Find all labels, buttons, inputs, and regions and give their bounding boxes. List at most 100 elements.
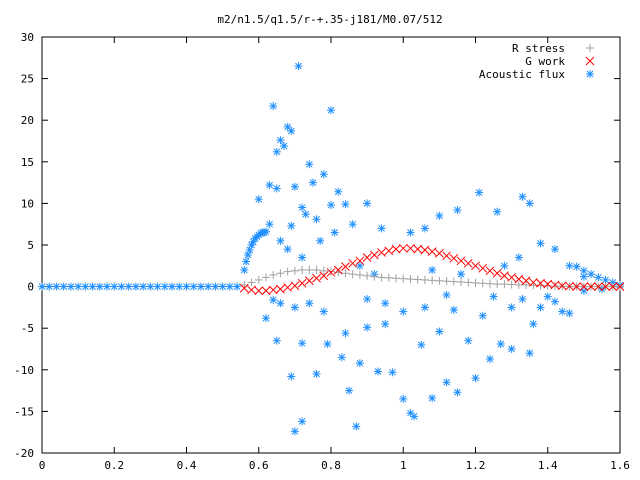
data-point [254,195,263,204]
data-point [435,276,444,285]
x-tick-label: 0.4 [177,459,197,472]
data-point [254,286,264,296]
data-point [298,417,307,426]
data-point [287,221,296,230]
data-point [341,329,350,338]
data-point [558,307,567,316]
data-point [478,279,487,288]
data-point [500,261,509,270]
y-tick-label: -5 [21,322,34,335]
plot-area [38,62,625,436]
x-tick-label: 0.8 [321,459,341,472]
data-point [363,295,372,304]
data-point [478,311,487,320]
chart-title: m2/n1.5/q1.5/r-+.35-j181/M0.07/512 [217,13,442,26]
x-tick-label: 0.2 [104,459,124,472]
data-point [211,282,220,291]
data-point [265,220,274,229]
y-axis: 30 25 20 15 10 5 0 -5 -10 -15 -20 [14,31,620,460]
data-point [287,127,296,136]
data-point [442,378,451,387]
y-tick-label: 10 [21,197,34,210]
data-point [319,266,328,275]
data-point [565,281,574,291]
data-point [493,207,502,216]
data-point [453,206,462,215]
data-point [536,239,545,248]
data-point [399,307,408,316]
data-point [182,282,191,291]
data-point [319,307,328,316]
y-tick-label: 5 [27,239,34,252]
data-point [420,245,430,255]
data-point [352,422,361,431]
data-point [59,282,68,291]
data-point [348,270,357,279]
data-point [550,282,559,291]
data-point [312,369,321,378]
data-point [66,282,75,291]
data-point [276,269,285,278]
data-point [435,248,444,258]
data-point [305,299,314,308]
data-point [95,282,104,291]
data-point [464,278,473,287]
data-point [435,211,444,220]
legend-marker [586,44,594,52]
x-axis: 0 0.2 0.4 0.6 0.8 1 1.2 1.4 1.6 [39,37,630,472]
data-point [543,281,552,290]
data-point [525,349,534,358]
data-point [579,282,589,291]
data-point [305,265,314,274]
x-tick-label: 1.6 [610,459,630,472]
data-point [146,282,155,291]
data-point [406,243,415,253]
data-point [507,303,516,312]
data-point [330,228,339,237]
data-point [283,245,292,254]
data-point [478,263,488,273]
data-point [218,282,227,291]
data-point [247,241,256,249]
x-tick-label: 0.6 [249,459,269,472]
legend-label: R stress [512,42,565,55]
data-point [449,305,458,314]
data-point [355,270,364,279]
data-point [373,367,382,376]
data-point [272,184,281,193]
data-point [38,282,46,291]
data-point [457,270,466,279]
data-point [557,281,567,291]
data-point [528,278,538,287]
data-point [449,253,459,263]
data-point [168,282,177,291]
data-point [471,278,480,287]
data-point [370,272,379,281]
data-point [587,270,596,279]
y-tick-label: -15 [14,405,34,418]
x-tick-label: 0 [39,459,46,472]
data-point [88,282,97,291]
data-point [319,271,329,281]
data-point [550,297,559,306]
data-point [500,280,509,289]
data-point [261,227,270,236]
data-point [406,409,415,418]
data-point [428,265,437,274]
legend-label: G work [525,55,565,68]
data-point [298,203,307,212]
data-point [334,187,343,196]
data-point [453,388,462,397]
data-point [265,181,274,190]
legend-marker [585,56,595,66]
data-point [514,280,523,289]
data-point [398,243,408,253]
data-point [110,282,119,291]
data-point [189,282,198,291]
data-point [392,274,401,283]
data-point [269,102,278,111]
data-point [204,282,213,291]
data-point [312,273,321,283]
data-point [384,273,393,282]
